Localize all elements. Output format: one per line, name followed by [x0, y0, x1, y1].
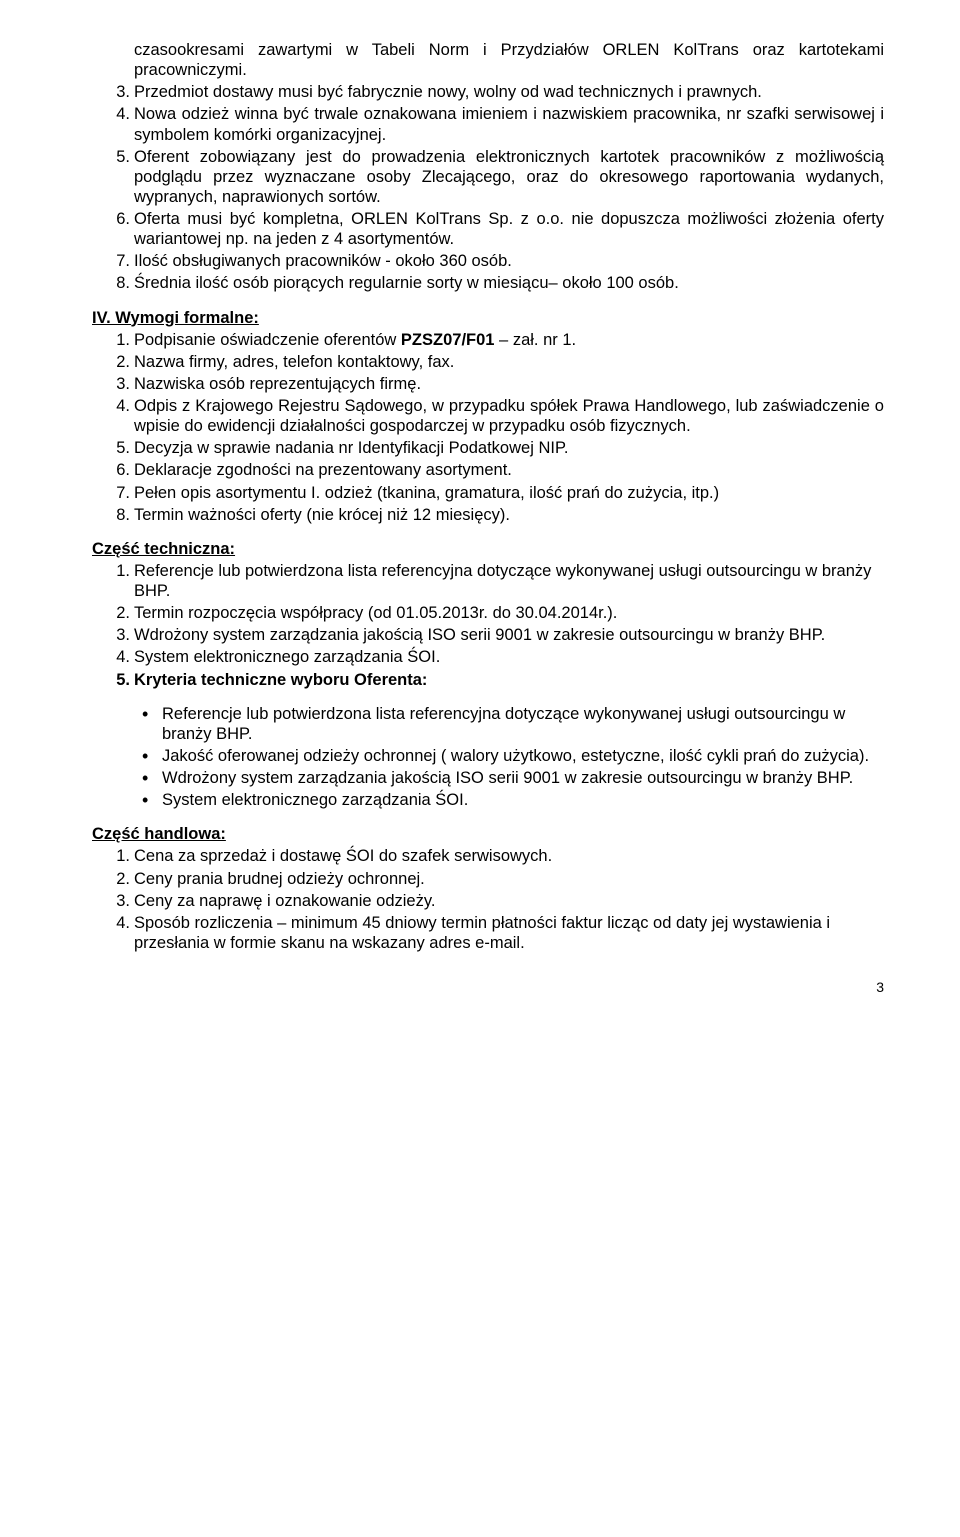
list-item-number: 3.	[108, 891, 130, 911]
list-item-text-bold: PZSZ07/F01	[401, 331, 495, 349]
list-item: 7. Ilość obsługiwanych pracowników - oko…	[134, 251, 884, 271]
list-item-number: 7.	[108, 251, 130, 271]
list-item: 8. Średnia ilość osób piorących regularn…	[134, 273, 884, 293]
list-item-text: czasookresami zawartymi w Tabeli Norm i …	[134, 41, 884, 79]
list-item-text: Nazwa firmy, adres, telefon kontaktowy, …	[134, 353, 454, 371]
list-item-text: Odpis z Krajowego Rejestru Sądowego, w p…	[134, 397, 884, 435]
list-czesc-techniczna: 1. Referencje lub potwierdzona lista ref…	[92, 561, 884, 690]
list-item-text: Termin rozpoczęcia współpracy (od 01.05.…	[134, 604, 617, 622]
list-item-text: Oferent zobowiązany jest do prowadzenia …	[134, 148, 884, 206]
list-item: 4. System elektronicznego zarządzania ŚO…	[134, 647, 884, 667]
list-item-text-pre: Podpisanie oświadczenie oferentów	[134, 331, 401, 349]
list-item-text: Decyzja w sprawie nadania nr Identyfikac…	[134, 439, 568, 457]
list-item-text: Ceny za naprawę i oznakowanie odzieży.	[134, 892, 435, 910]
list-item-number: 6.	[108, 460, 130, 480]
list-item-text: Średnia ilość osób piorących regularnie …	[134, 274, 679, 292]
list-item-text: Deklaracje zgodności na prezentowany aso…	[134, 461, 512, 479]
list-item: 6. Oferta musi być kompletna, ORLEN KolT…	[134, 209, 884, 249]
list-item: 4. Nowa odzież winna być trwale oznakowa…	[134, 104, 884, 144]
list-item-text: Pełen opis asortymentu I. odzież (tkanin…	[134, 484, 719, 502]
bullet-text: Referencje lub potwierdzona lista refere…	[162, 705, 845, 743]
heading-wymogi-formalne: IV. Wymogi formalne:	[92, 308, 884, 328]
list-item-text: Nazwiska osób reprezentujących firmę.	[134, 375, 421, 393]
bullet-text: Jakość oferowanej odzieży ochronnej ( wa…	[162, 747, 869, 765]
list-item-text: Referencje lub potwierdzona lista refere…	[134, 562, 871, 600]
list-item: 2. Termin rozpoczęcia współpracy (od 01.…	[134, 603, 884, 623]
list-item-number: 8.	[108, 505, 130, 525]
list-item-text-post: – zał. nr 1.	[494, 331, 576, 349]
list-item: 6. Deklaracje zgodności na prezentowany …	[134, 460, 884, 480]
list-item-text: Kryteria techniczne wyboru Oferenta:	[134, 671, 427, 689]
list-item: 2. Nazwa firmy, adres, telefon kontaktow…	[134, 352, 884, 372]
list-item-text: Oferta musi być kompletna, ORLEN KolTran…	[134, 210, 884, 248]
list-item-number: 4.	[108, 104, 130, 124]
list-item: 7. Pełen opis asortymentu I. odzież (tka…	[134, 483, 884, 503]
list-item-number: 4.	[108, 396, 130, 416]
list-item: 3. Ceny za naprawę i oznakowanie odzieży…	[134, 891, 884, 911]
list-item: 1. Podpisanie oświadczenie oferentów PZS…	[134, 330, 884, 350]
bullet-item: Referencje lub potwierdzona lista refere…	[162, 704, 884, 744]
bullet-list-kryteria: Referencje lub potwierdzona lista refere…	[92, 704, 884, 811]
list-item-number: 3.	[108, 625, 130, 645]
list-item-text: Termin ważności oferty (nie krócej niż 1…	[134, 506, 510, 524]
list-item: 1. Cena za sprzedaż i dostawę ŚOI do sza…	[134, 846, 884, 866]
list-item-number: 8.	[108, 273, 130, 293]
list-item: 5. Decyzja w sprawie nadania nr Identyfi…	[134, 438, 884, 458]
page-number: 3	[92, 979, 884, 996]
list-item-number: 1.	[108, 846, 130, 866]
list-item: czasookresami zawartymi w Tabeli Norm i …	[134, 40, 884, 80]
list-item-text: Nowa odzież winna być trwale oznakowana …	[134, 105, 884, 143]
list-item-text: Ilość obsługiwanych pracowników - około …	[134, 252, 512, 270]
list-item-number: 2.	[108, 603, 130, 623]
list-czesc-handlowa: 1. Cena za sprzedaż i dostawę ŚOI do sza…	[92, 846, 884, 953]
bullet-text: System elektronicznego zarządzania ŚOI.	[162, 791, 468, 809]
list-item-number: 5.	[108, 670, 130, 690]
list-item-number: 2.	[108, 869, 130, 889]
list-item-text: Sposób rozliczenia – minimum 45 dniowy t…	[134, 914, 830, 952]
list-item: 8. Termin ważności oferty (nie krócej ni…	[134, 505, 884, 525]
list-item-text: Wdrożony system zarządzania jakością ISO…	[134, 626, 825, 644]
list-item: 5. Oferent zobowiązany jest do prowadzen…	[134, 147, 884, 207]
bullet-item: System elektronicznego zarządzania ŚOI.	[162, 790, 884, 810]
heading-czesc-handlowa: Część handlowa:	[92, 824, 884, 844]
list-item: 2. Ceny prania brudnej odzieży ochronnej…	[134, 869, 884, 889]
list-continued: czasookresami zawartymi w Tabeli Norm i …	[92, 40, 884, 294]
list-item-number: 3.	[108, 374, 130, 394]
list-item-number: 1.	[108, 561, 130, 581]
list-item: 4. Odpis z Krajowego Rejestru Sądowego, …	[134, 396, 884, 436]
list-item: 5. Kryteria techniczne wyboru Oferenta:	[134, 670, 884, 690]
list-item-text: Cena za sprzedaż i dostawę ŚOI do szafek…	[134, 847, 552, 865]
list-item-text: Ceny prania brudnej odzieży ochronnej.	[134, 870, 425, 888]
list-item-text: System elektronicznego zarządzania ŚOI.	[134, 648, 440, 666]
list-item-number: 1.	[108, 330, 130, 350]
heading-czesc-techniczna: Część techniczna:	[92, 539, 884, 559]
list-item-number: 4.	[108, 913, 130, 933]
list-item: 4. Sposób rozliczenia – minimum 45 dniow…	[134, 913, 884, 953]
bullet-item: Jakość oferowanej odzieży ochronnej ( wa…	[162, 746, 884, 766]
list-item-number: 5.	[108, 438, 130, 458]
list-item: 1. Referencje lub potwierdzona lista ref…	[134, 561, 884, 601]
list-item: 3. Przedmiot dostawy musi być fabrycznie…	[134, 82, 884, 102]
list-wymogi-formalne: 1. Podpisanie oświadczenie oferentów PZS…	[92, 330, 884, 525]
list-item-number: 4.	[108, 647, 130, 667]
list-item-number: 6.	[108, 209, 130, 229]
bullet-text: Wdrożony system zarządzania jakością ISO…	[162, 769, 853, 787]
list-item-number: 5.	[108, 147, 130, 167]
list-item-number: 7.	[108, 483, 130, 503]
list-item: 3. Wdrożony system zarządzania jakością …	[134, 625, 884, 645]
list-item-number: 2.	[108, 352, 130, 372]
list-item-number: 3.	[108, 82, 130, 102]
bullet-item: Wdrożony system zarządzania jakością ISO…	[162, 768, 884, 788]
list-item: 3. Nazwiska osób reprezentujących firmę.	[134, 374, 884, 394]
list-item-text: Przedmiot dostawy musi być fabrycznie no…	[134, 83, 762, 101]
